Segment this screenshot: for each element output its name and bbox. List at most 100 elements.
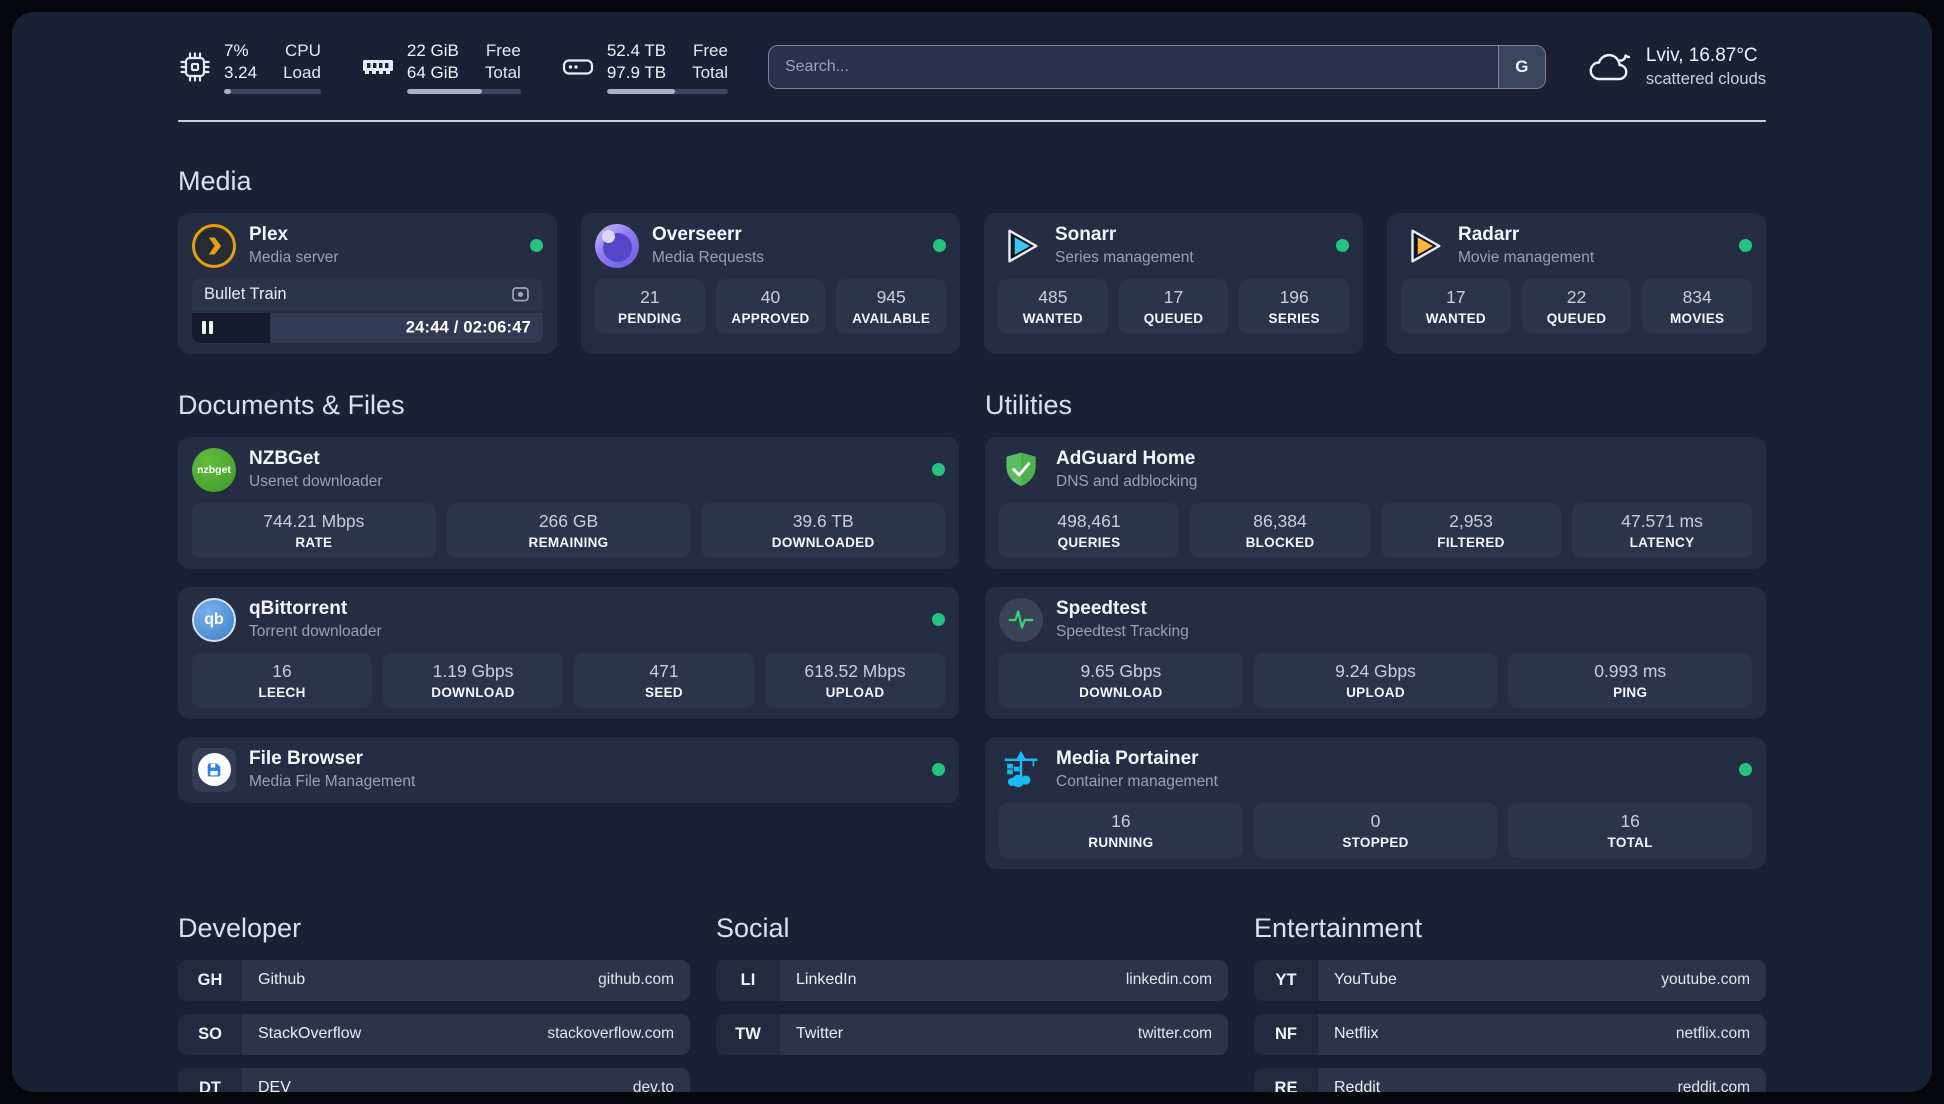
plex-card[interactable]: Plex Media server Bullet Train bbox=[178, 212, 557, 354]
search-engine-button[interactable]: G bbox=[1497, 45, 1545, 88]
bookmark-youtube[interactable]: YT YouTube youtube.com bbox=[1254, 959, 1766, 1001]
storage-total-label: Total bbox=[692, 62, 728, 82]
bookmark-name: StackOverflow bbox=[258, 1025, 362, 1042]
qbittorrent-icon-text: qb bbox=[204, 610, 224, 628]
stat-box-available: 945 AVAILABLE bbox=[836, 278, 947, 334]
qbittorrent-card[interactable]: qb qBittorrent Torrent downloader 16 LEE… bbox=[178, 586, 959, 719]
status-online-dot bbox=[933, 239, 946, 252]
stat-value: 744.21 Mbps bbox=[263, 510, 365, 531]
status-online-dot bbox=[932, 613, 945, 626]
playback-time: 24:44 / 02:06:47 bbox=[405, 318, 531, 336]
portainer-icon bbox=[999, 748, 1043, 792]
plex-now-playing: Bullet Train 24:44 / 02:06:47 bbox=[192, 277, 543, 343]
stat-value: 618.52 Mbps bbox=[804, 660, 906, 681]
stat-label: DOWNLOAD bbox=[1079, 684, 1163, 700]
stat-box-rate: 744.21 Mbps RATE bbox=[192, 502, 436, 558]
stat-label: UPLOAD bbox=[1346, 684, 1405, 700]
bookmark-url: netflix.com bbox=[1675, 1025, 1750, 1042]
stat-value: 21 bbox=[640, 286, 660, 307]
sonarr-icon bbox=[998, 224, 1042, 268]
adguard-card[interactable]: AdGuard Home DNS and adblocking 498,461 … bbox=[985, 436, 1766, 569]
search-input[interactable] bbox=[768, 45, 1498, 88]
stat-value: 17 bbox=[1446, 286, 1466, 307]
pause-icon[interactable] bbox=[202, 321, 216, 334]
app-desc: Torrent downloader bbox=[249, 623, 382, 640]
stat-box-total: 16 TOTAL bbox=[1508, 802, 1753, 858]
bookmark-stackoverflow[interactable]: SO StackOverflow stackoverflow.com bbox=[178, 1013, 690, 1055]
stat-box-download: 1.19 Gbps DOWNLOAD bbox=[383, 652, 563, 708]
stat-value: 0.993 ms bbox=[1594, 660, 1667, 681]
app-name: Sonarr bbox=[1055, 224, 1117, 245]
stat-value: 834 bbox=[1682, 286, 1712, 307]
bookmark-abbr: YT bbox=[1254, 959, 1318, 1001]
header-divider bbox=[178, 119, 1766, 122]
bookmark-name: Reddit bbox=[1334, 1079, 1381, 1092]
stat-value: 16 bbox=[1620, 810, 1640, 831]
app-name: Speedtest bbox=[1056, 598, 1147, 619]
bookmark-linkedin[interactable]: LI LinkedIn linkedin.com bbox=[716, 959, 1228, 1001]
sonarr-card[interactable]: Sonarr Series management 485 WANTED 17 Q… bbox=[984, 212, 1363, 354]
bookmark-abbr: LI bbox=[716, 959, 780, 1001]
stat-label: PENDING bbox=[618, 310, 682, 326]
stat-label: LATENCY bbox=[1629, 534, 1695, 550]
stat-box-upload: 618.52 Mbps UPLOAD bbox=[765, 652, 945, 708]
memory-total-label: Total bbox=[484, 62, 521, 82]
stat-label: APPROVED bbox=[731, 310, 810, 326]
stat-label: QUERIES bbox=[1057, 534, 1121, 550]
portainer-card[interactable]: Media Portainer Container management 16 … bbox=[985, 736, 1766, 869]
stat-label: RATE bbox=[295, 534, 333, 550]
weather-location-temp: Lviv, 16.87°C bbox=[1645, 44, 1758, 66]
stat-value: 17 bbox=[1163, 286, 1184, 307]
bookmark-twitter[interactable]: TW Twitter twitter.com bbox=[716, 1013, 1228, 1055]
storage-free-value: 52.4 TB bbox=[606, 41, 667, 60]
stat-label: QUEUED bbox=[1143, 310, 1204, 326]
social-section-title: Social bbox=[716, 912, 790, 943]
playback-progress-bar[interactable]: 24:44 / 02:06:47 bbox=[192, 312, 543, 343]
entertainment-section-title: Entertainment bbox=[1254, 912, 1423, 943]
bookmark-url: youtube.com bbox=[1661, 971, 1750, 988]
filebrowser-card[interactable]: File Browser Media File Management bbox=[178, 736, 959, 803]
app-desc: Media server bbox=[249, 249, 339, 266]
dashboard-panel: 7% 3.24 CPU Load bbox=[12, 12, 1932, 1092]
stat-label: SEED bbox=[645, 684, 683, 700]
stat-value: 0 bbox=[1370, 810, 1381, 831]
radarr-card[interactable]: Radarr Movie management 17 WANTED 22 QUE… bbox=[1387, 212, 1766, 354]
bookmark-abbr: GH bbox=[178, 959, 242, 1001]
bookmark-abbr: NF bbox=[1254, 1013, 1318, 1055]
stat-box-pending: 21 PENDING bbox=[595, 278, 705, 334]
stat-value: 1.19 Gbps bbox=[432, 660, 514, 681]
bookmark-name: Github bbox=[258, 971, 306, 988]
adguard-icon bbox=[999, 448, 1043, 492]
utilities-section-title: Utilities bbox=[985, 389, 1073, 420]
bookmark-dev[interactable]: DT DEV dev.to bbox=[178, 1067, 690, 1092]
stat-value: 9.24 Gbps bbox=[1335, 660, 1416, 681]
stat-box-wanted: 485 WANTED bbox=[998, 278, 1108, 334]
stat-value: 86,384 bbox=[1253, 510, 1307, 531]
stat-box-blocked: 86,384 BLOCKED bbox=[1190, 502, 1370, 558]
bookmark-netflix[interactable]: NF Netflix netflix.com bbox=[1254, 1013, 1766, 1055]
stat-box-filtered: 2,953 FILTERED bbox=[1381, 502, 1561, 558]
stat-box-queued: 17 QUEUED bbox=[1118, 278, 1229, 334]
stat-label: DOWNLOAD bbox=[431, 684, 515, 700]
bookmark-url: stackoverflow.com bbox=[547, 1025, 674, 1042]
stat-box-download: 9.65 Gbps DOWNLOAD bbox=[999, 652, 1243, 708]
status-online-dot bbox=[1336, 239, 1349, 252]
memory-stat: 22 GiB 64 GiB Free Total bbox=[361, 40, 521, 94]
speedtest-icon bbox=[999, 597, 1043, 642]
stat-box-seed: 471 SEED bbox=[574, 652, 754, 708]
cast-icon[interactable] bbox=[510, 284, 531, 305]
section-media: Media Plex Media server Bullet Train bbox=[178, 166, 1766, 354]
overseerr-card[interactable]: Overseerr Media Requests 21 PENDING 40 A… bbox=[581, 212, 960, 354]
stat-value: 196 bbox=[1279, 286, 1309, 307]
stat-box-ping: 0.993 ms PING bbox=[1508, 652, 1753, 708]
bookmark-github[interactable]: GH Github github.com bbox=[178, 959, 690, 1001]
nzbget-card[interactable]: nzbget NZBGet Usenet downloader 744.21 M… bbox=[178, 436, 959, 569]
speedtest-card[interactable]: Speedtest Speedtest Tracking 9.65 Gbps D… bbox=[985, 586, 1766, 719]
qbittorrent-icon: qb bbox=[192, 597, 236, 642]
bookmark-reddit[interactable]: RE Reddit reddit.com bbox=[1254, 1067, 1766, 1092]
app-desc: DNS and adblocking bbox=[1056, 473, 1198, 490]
stat-label: TOTAL bbox=[1607, 834, 1653, 850]
app-name: Plex bbox=[249, 224, 289, 245]
section-utilities: Utilities AdGuard Home DNS and adblockin… bbox=[985, 390, 1766, 869]
status-online-dot bbox=[1739, 763, 1752, 776]
